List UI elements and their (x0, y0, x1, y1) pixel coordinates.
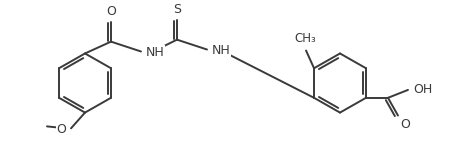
Text: CH₃: CH₃ (294, 32, 316, 45)
Text: O: O (106, 5, 116, 18)
Text: OH: OH (413, 83, 432, 96)
Text: O: O (400, 119, 410, 131)
Text: NH: NH (146, 46, 165, 59)
Text: NH: NH (212, 44, 231, 57)
Text: S: S (173, 3, 181, 16)
Text: O: O (56, 123, 66, 136)
